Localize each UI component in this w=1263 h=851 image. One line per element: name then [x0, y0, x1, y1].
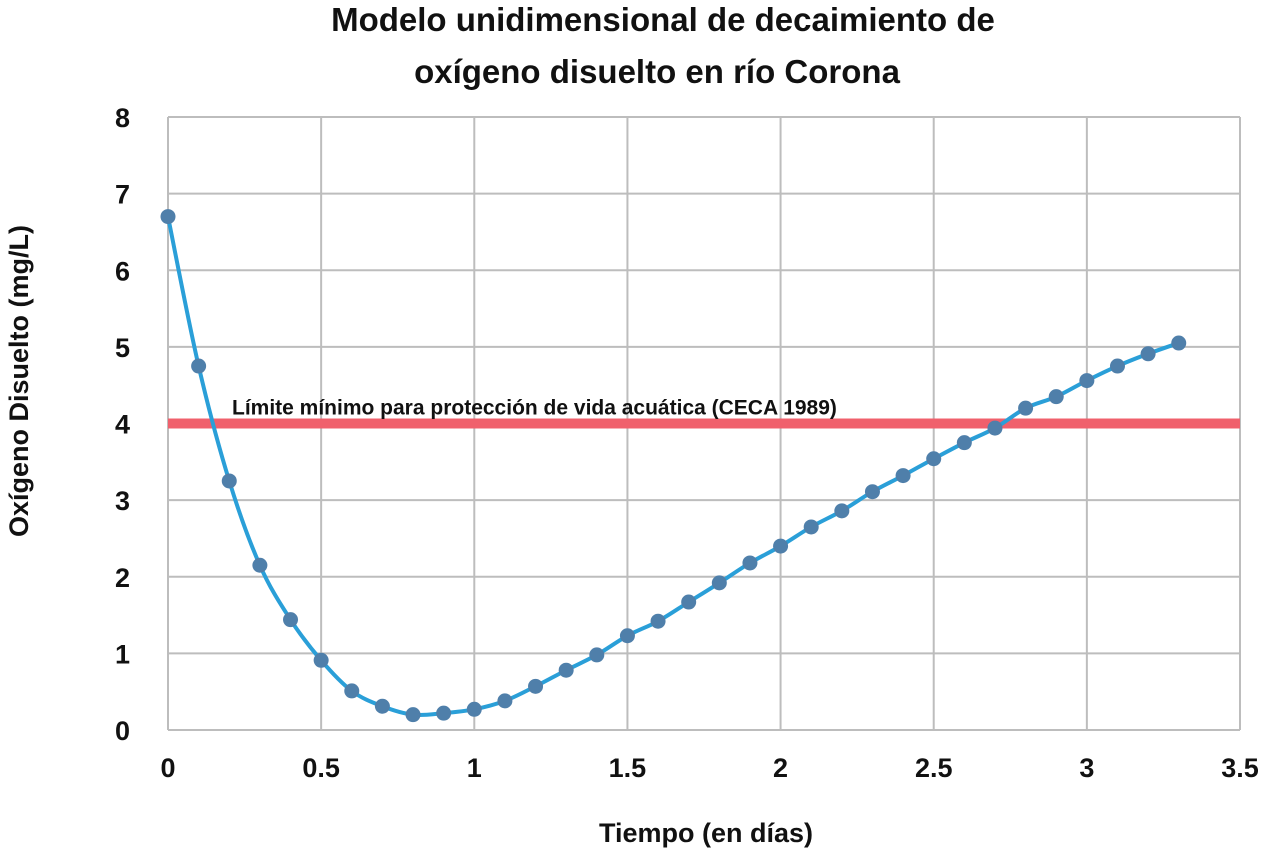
chart-title-line-1: Modelo unidimensional de decaimiento de	[331, 1, 995, 38]
data-point	[650, 613, 666, 629]
data-point	[497, 693, 513, 709]
data-point	[1048, 389, 1064, 405]
x-tick-label: 1	[467, 753, 482, 783]
data-point	[864, 484, 880, 500]
data-point	[711, 575, 727, 591]
data-point	[405, 707, 421, 723]
chart-title-line-2: oxígeno disuelto en río Corona	[414, 53, 901, 90]
data-point	[619, 628, 635, 644]
data-point	[803, 519, 819, 535]
data-point	[1109, 358, 1125, 374]
data-point	[436, 705, 452, 721]
data-point	[528, 678, 544, 694]
data-point	[895, 468, 911, 484]
data-point	[773, 538, 789, 554]
x-tick-label: 3	[1079, 753, 1094, 783]
data-point	[987, 420, 1003, 436]
x-tick-label: 0.5	[302, 753, 340, 783]
data-point	[344, 683, 360, 699]
y-tick-label: 3	[115, 486, 130, 516]
data-point	[589, 647, 605, 663]
y-tick-label: 2	[115, 563, 130, 593]
reference-line-label: Límite mínimo para protección de vida ac…	[232, 397, 837, 420]
data-point	[681, 594, 697, 610]
y-tick-label: 1	[115, 639, 130, 669]
data-point	[160, 209, 176, 225]
x-tick-label: 3.5	[1221, 753, 1259, 783]
x-axis-label: Tiempo (en días)	[599, 818, 813, 848]
y-tick-label: 6	[115, 256, 130, 286]
data-point	[252, 557, 268, 573]
data-point	[466, 701, 482, 717]
data-point	[191, 358, 207, 374]
data-point	[1079, 373, 1095, 389]
data-point	[1171, 335, 1187, 351]
x-tick-label: 0	[160, 753, 175, 783]
y-tick-label: 5	[115, 333, 130, 363]
data-point	[283, 612, 299, 628]
data-point	[374, 698, 390, 714]
data-point	[926, 451, 942, 467]
y-tick-label: 7	[115, 180, 130, 210]
data-point	[558, 662, 574, 678]
y-tick-label: 4	[115, 410, 130, 440]
data-point	[313, 652, 329, 668]
data-point	[742, 555, 758, 571]
x-tick-label: 2	[773, 753, 788, 783]
data-point	[221, 473, 237, 489]
x-tick-label: 2.5	[915, 753, 953, 783]
y-axis-label: Oxígeno Disuelto (mg/L)	[4, 225, 34, 537]
data-point	[1140, 346, 1156, 362]
data-point	[1018, 400, 1034, 416]
y-tick-label: 8	[115, 103, 130, 133]
data-point	[834, 503, 850, 519]
x-tick-label: 1.5	[609, 753, 647, 783]
series-line	[166, 216, 1180, 718]
data-point	[956, 435, 972, 451]
y-tick-label: 0	[115, 716, 130, 746]
